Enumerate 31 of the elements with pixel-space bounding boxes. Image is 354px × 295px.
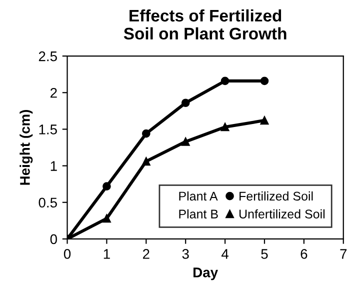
x-tick-label: 5 — [261, 249, 268, 259]
x-tick-label: 7 — [340, 249, 347, 259]
point — [142, 157, 150, 166]
y-tick-label: 0 — [50, 234, 57, 244]
annotation: Unfertilized Soil — [239, 209, 325, 218]
x-axis-title: Day — [194, 268, 218, 280]
y-tick-label: 2 — [50, 88, 57, 98]
x-tick-label: 0 — [64, 249, 71, 259]
x-tick-label: 3 — [182, 249, 189, 259]
point — [102, 182, 111, 190]
x-tick-label: 2 — [142, 249, 150, 259]
x-tick-label: 1 — [104, 249, 110, 259]
point — [102, 214, 111, 223]
y-tick-label: 2.5 — [38, 51, 57, 62]
y-tick-label: 1.5 — [39, 124, 57, 134]
y-tick-label: 1 — [50, 161, 57, 171]
x-tick-label: 6 — [300, 249, 308, 259]
legend-label: Plant B — [179, 209, 218, 218]
point — [181, 137, 190, 146]
y-tick-label: 0.5 — [38, 198, 57, 208]
x-tick-label: 4 — [222, 249, 228, 259]
chart-title: Effects of Fertilized Soil on Plant Growth — [124, 9, 286, 40]
point — [142, 129, 150, 138]
y-axis-title: Height (cm) — [20, 110, 33, 185]
legend-label: Plant A — [179, 191, 218, 201]
point — [260, 76, 269, 86]
annotation: Fertilized Soil — [240, 191, 313, 201]
point — [220, 122, 230, 132]
point — [220, 76, 230, 86]
point — [181, 98, 190, 108]
point — [260, 116, 269, 125]
